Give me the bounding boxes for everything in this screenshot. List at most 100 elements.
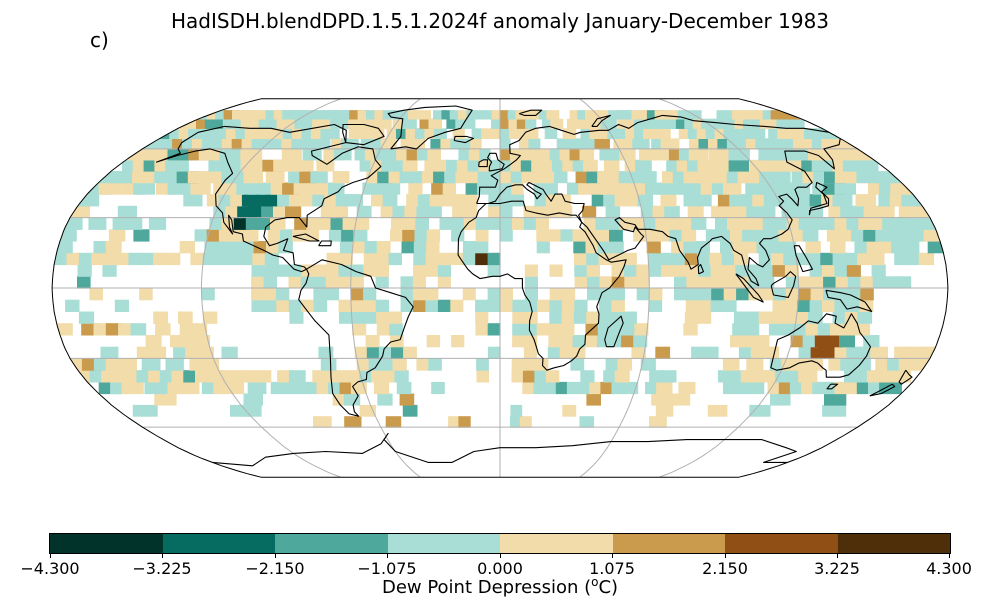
colorbar-segment-4 xyxy=(387,534,500,553)
grid-cell xyxy=(93,241,110,254)
grid-cell xyxy=(532,171,546,184)
grid-cell xyxy=(664,205,680,219)
grid-cell xyxy=(240,404,262,417)
grid-cell xyxy=(776,118,805,129)
grid-cell xyxy=(832,311,848,324)
grid-cell xyxy=(313,264,328,277)
grid-cell xyxy=(406,194,421,207)
grid-cell xyxy=(691,217,707,230)
grid-cell xyxy=(479,148,491,161)
grid-cell xyxy=(832,194,853,207)
grid-cell xyxy=(100,346,119,359)
grid-cell xyxy=(510,404,523,417)
grid-cell xyxy=(511,370,525,383)
grid-cell xyxy=(573,311,588,324)
grid-cell xyxy=(400,138,416,150)
grid-cell xyxy=(575,138,590,150)
grid-cell xyxy=(569,148,584,161)
grid-cell xyxy=(834,182,856,195)
grid-cell xyxy=(847,288,862,301)
grid-cell xyxy=(376,252,390,266)
grid-cell xyxy=(404,205,419,219)
grid-cell xyxy=(771,311,786,324)
grid-cell xyxy=(508,128,520,139)
grid-cell xyxy=(240,148,263,161)
grid-cell xyxy=(666,159,685,172)
grid-cell xyxy=(408,182,423,195)
grid-cell xyxy=(416,358,431,371)
grid-cell xyxy=(425,264,439,277)
grid-cell xyxy=(380,138,397,150)
grid-cell xyxy=(646,241,661,254)
grid-cell xyxy=(860,288,874,301)
grid-cell xyxy=(262,159,283,172)
grid-cell xyxy=(405,128,421,139)
grid-cell xyxy=(660,252,674,266)
grid-cell xyxy=(827,148,854,161)
grid-cell xyxy=(572,229,587,242)
grid-cell xyxy=(510,171,523,184)
grid-cell xyxy=(441,194,455,207)
grid-cell xyxy=(413,252,427,266)
grid-cell xyxy=(579,148,595,161)
grid-cell xyxy=(352,241,367,254)
grid-cell xyxy=(660,194,677,207)
grid-cell xyxy=(433,110,447,120)
grid-cell xyxy=(165,159,189,172)
grid-cell xyxy=(66,252,82,266)
grid-cell xyxy=(517,128,529,139)
grid-cell xyxy=(573,252,588,266)
grid-cell xyxy=(385,416,402,428)
grid-cell xyxy=(519,416,532,428)
grid-cell xyxy=(280,229,295,242)
grid-cell xyxy=(487,323,501,336)
grid-cell xyxy=(668,148,688,161)
grid-cell xyxy=(481,128,492,139)
grid-cell xyxy=(603,370,618,383)
grid-cell xyxy=(227,252,242,266)
grid-cell xyxy=(450,252,464,266)
grid-cell xyxy=(430,138,444,150)
grid-cell xyxy=(677,110,702,120)
grid-cell xyxy=(634,323,649,336)
grid-cell xyxy=(320,358,337,371)
grid-cell xyxy=(198,148,223,161)
grid-cell xyxy=(669,229,684,242)
grid-cell xyxy=(723,276,738,289)
grid-cell xyxy=(359,404,376,417)
grid-cell xyxy=(592,110,610,120)
grid-cell xyxy=(105,241,122,254)
grid-cell xyxy=(294,118,317,129)
grid-cell xyxy=(760,264,774,277)
grid-cell xyxy=(622,138,640,150)
grid-cell xyxy=(574,299,588,312)
grid-cell xyxy=(560,229,574,242)
grid-cell xyxy=(179,323,195,336)
grid-cell xyxy=(276,288,290,301)
grid-cell xyxy=(523,358,537,371)
grid-cell xyxy=(378,346,394,359)
grid-cell xyxy=(252,252,267,266)
grid-cell xyxy=(402,404,418,417)
grid-cell xyxy=(278,241,293,254)
grid-cell xyxy=(589,182,604,195)
grid-cell xyxy=(425,288,439,301)
grid-cell xyxy=(224,381,245,395)
grid-cell xyxy=(382,194,398,207)
grid-cell xyxy=(759,118,787,129)
grid-cell xyxy=(541,159,555,172)
grid-cell xyxy=(118,323,134,336)
tick-mark xyxy=(162,553,163,558)
grid-cell xyxy=(487,252,501,266)
grid-cell xyxy=(656,381,673,395)
grid-cell xyxy=(847,276,862,289)
grid-cell xyxy=(903,241,920,254)
grid-cell xyxy=(649,288,663,301)
grid-cell xyxy=(853,159,879,172)
grid-cell xyxy=(410,171,425,184)
grid-cell xyxy=(537,299,551,312)
grid-cell xyxy=(597,323,612,336)
grid-cell xyxy=(390,229,404,242)
grid-cell xyxy=(770,110,803,120)
grid-cell xyxy=(728,159,749,172)
